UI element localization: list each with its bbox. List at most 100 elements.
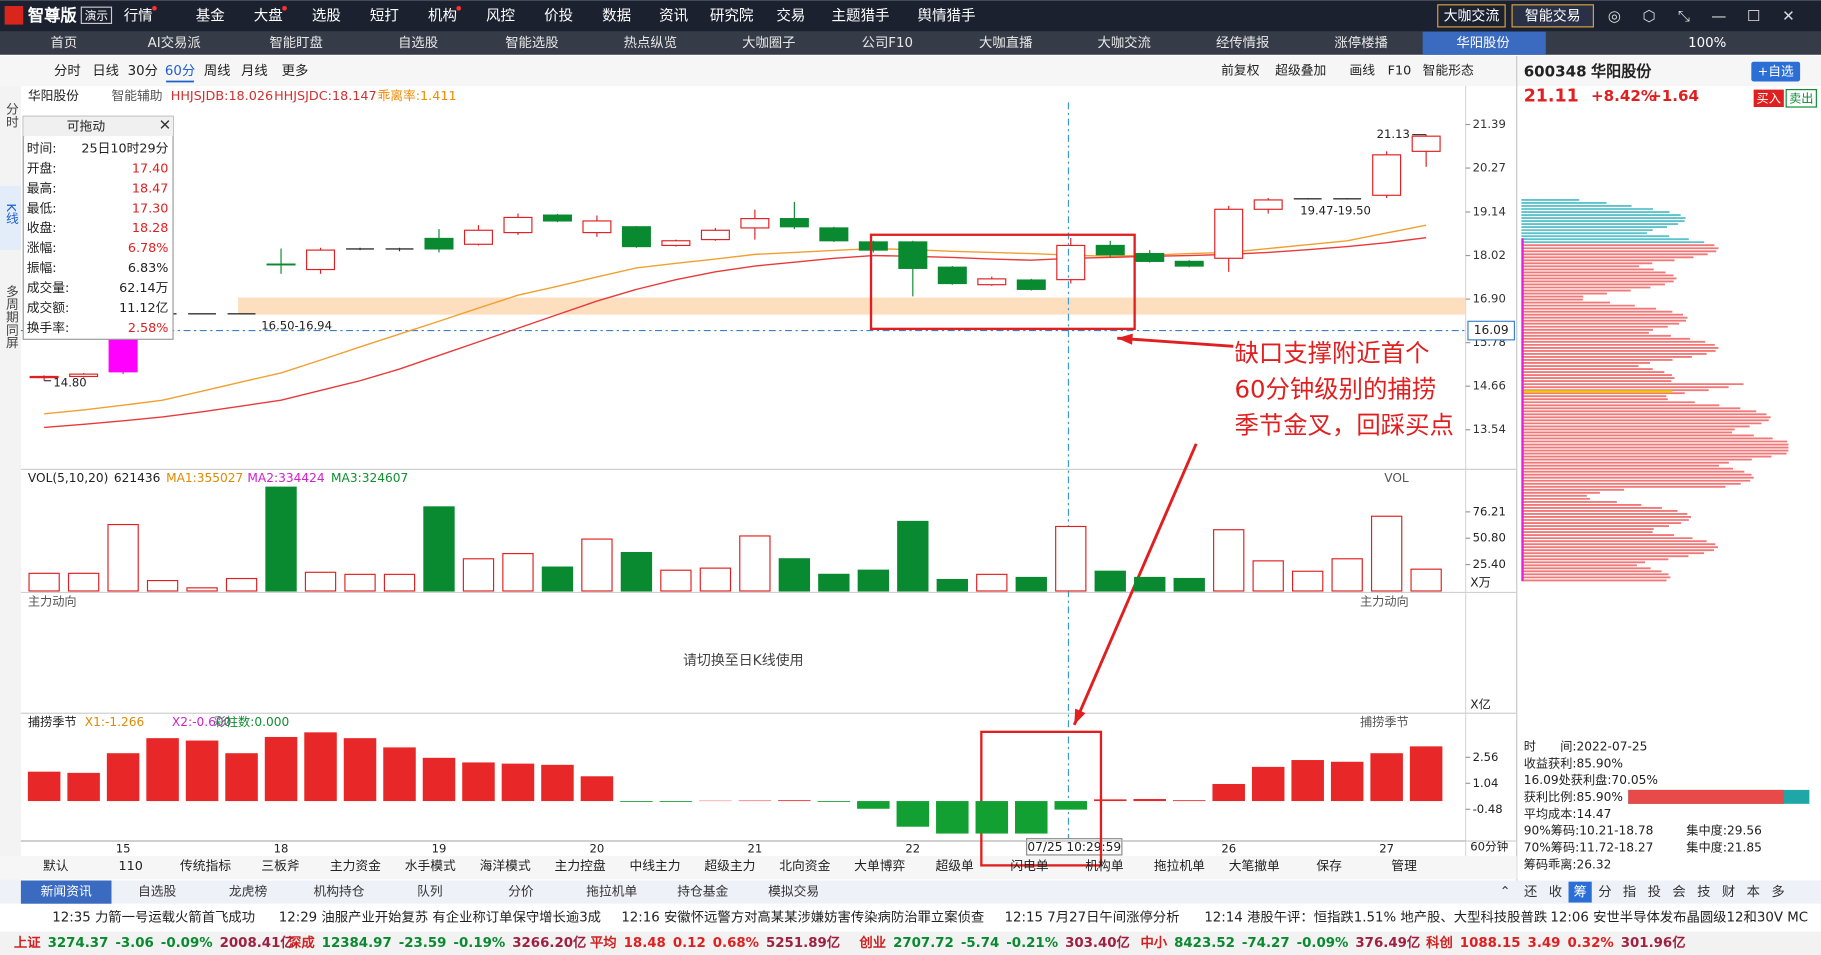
news-item[interactable]: 12:29 油服产业开始复苏 有企业称订单保守增长逾3成	[279, 909, 601, 926]
tab[interactable]: 智能选股	[505, 35, 558, 51]
window-icon[interactable]: ☐	[1747, 7, 1761, 25]
news-tab[interactable]: 队列	[417, 885, 443, 900]
side-icon[interactable]: 技	[1697, 884, 1710, 900]
top-button[interactable]	[1511, 4, 1594, 28]
tab[interactable]: 大咖交流	[1097, 34, 1150, 51]
side-icon[interactable]: 投	[1648, 884, 1661, 900]
menu-item[interactable]: 舆情猎手	[918, 7, 976, 24]
period[interactable]: 周线	[204, 63, 231, 79]
top-button[interactable]	[1437, 4, 1506, 28]
sell-label[interactable]: 卖出	[1789, 91, 1813, 105]
window-icon[interactable]: —	[1711, 7, 1726, 25]
tab[interactable]: 公司F10	[862, 36, 913, 51]
popup[interactable]	[22, 115, 174, 340]
quote-add[interactable]	[1751, 61, 1801, 82]
tab[interactable]: AI交易派	[148, 34, 201, 51]
tool[interactable]: 前复权	[1221, 63, 1260, 79]
news-tab[interactable]: 持仓基金	[677, 884, 728, 900]
tab[interactable]: 自选股	[398, 35, 438, 51]
tab[interactable]: 大咖直播	[979, 35, 1033, 51]
tool[interactable]: F10	[1388, 64, 1412, 79]
period[interactable]: 月线	[241, 63, 268, 79]
news-item[interactable]: 12:15 7月27日午间涨停分析	[1005, 909, 1180, 926]
menu-item[interactable]: 行情	[124, 7, 153, 24]
buy-button[interactable]	[1753, 89, 1784, 108]
news-tab[interactable]: 自选股	[138, 885, 177, 900]
popup-close[interactable]: ✕	[159, 116, 172, 134]
window-icon[interactable]: ◎	[1608, 7, 1621, 25]
side-icon[interactable]: 还	[1524, 884, 1537, 900]
menu-item[interactable]: 风控	[486, 7, 515, 24]
tab[interactable]: 大咖圈子	[742, 35, 795, 51]
indicator-tab[interactable]: 超级主力	[704, 859, 755, 874]
period[interactable]: 60分	[165, 63, 195, 79]
period[interactable]: 30分	[128, 63, 158, 79]
news-tab[interactable]: 拖拉机单	[586, 885, 637, 900]
news-item[interactable]: 12:14 港股午评：恒指跌1.51% 地产股、大型科技股普跌	[1204, 910, 1547, 926]
side-icon[interactable]: 多	[1771, 883, 1784, 900]
quote-add-label[interactable]: +自选	[1758, 65, 1794, 80]
indicator-tab[interactable]: 大笔撤单	[1229, 858, 1280, 874]
indicator-tab[interactable]: 传统指标	[180, 859, 231, 874]
indicator-tab[interactable]: 北向资金	[779, 858, 830, 874]
menu-item[interactable]: 主题猎手	[832, 7, 890, 24]
sell-button[interactable]	[1785, 89, 1817, 108]
tool[interactable]: 智能形态	[1423, 64, 1474, 79]
indicator-tab[interactable]: 拖拉机单	[1154, 859, 1205, 874]
top-button-label[interactable]: 大咖交流	[1444, 7, 1500, 24]
news-tab[interactable]: 龙虎榜	[229, 884, 268, 900]
menu-item[interactable]: 大盘	[254, 6, 283, 24]
indicator-tab[interactable]: 主力控盘	[555, 858, 606, 874]
indicator-tab[interactable]: 主力资金	[330, 858, 381, 874]
buy-label[interactable]: 买入	[1757, 91, 1781, 105]
tool[interactable]: 超级叠加	[1275, 64, 1326, 79]
menu-item[interactable]: 资讯	[659, 7, 688, 24]
tab[interactable]: 涨停楼播	[1334, 34, 1388, 51]
indicator-tab[interactable]: 三板斧	[261, 859, 300, 874]
indicator-tab[interactable]: 大单博弈	[854, 858, 905, 874]
indicator-tab[interactable]: 机构单	[1085, 859, 1124, 874]
menu-item[interactable]: 选股	[312, 7, 341, 24]
menu-item[interactable]: 价投	[544, 7, 573, 24]
indicator-tab[interactable]: 水手模式	[405, 859, 456, 874]
period[interactable]: 更多	[282, 62, 309, 79]
tab[interactable]: 热点纵览	[624, 35, 677, 51]
menu-item[interactable]: 交易	[776, 6, 805, 24]
news-item[interactable]: 12:16 安徽怀远警方对高某某涉嫌妨害传染病防治罪立案侦查	[621, 909, 984, 926]
side-icon[interactable]: 财	[1722, 884, 1735, 900]
menu-item[interactable]: 数据	[602, 7, 631, 24]
indicator-tab[interactable]: 管理	[1391, 859, 1417, 874]
period[interactable]: 日线	[92, 63, 119, 79]
indicator-tab[interactable]: 闪电单	[1010, 859, 1049, 874]
news-tab[interactable]: 新闻资讯	[41, 884, 92, 900]
sidebar-item[interactable]: K线	[3, 203, 18, 225]
side-icon[interactable]: 分	[1598, 884, 1611, 900]
news-item[interactable]: 12:35 力箭一号运载火箭首飞成功	[52, 909, 255, 926]
side-icon[interactable]: 本	[1747, 884, 1760, 900]
collapse-icon[interactable]: ⌃	[1500, 885, 1511, 900]
side-icon[interactable]: 收	[1549, 884, 1562, 900]
indicator-tab[interactable]: 默认	[43, 858, 69, 874]
indicator-tab[interactable]: 中线主力	[629, 859, 680, 874]
window-icon[interactable]: ✕	[1782, 7, 1795, 25]
menu-item[interactable]: 短打	[370, 7, 399, 24]
indicator-tab[interactable]: 110	[118, 859, 142, 874]
menu-item[interactable]: 机构	[428, 7, 457, 24]
news-item[interactable]: 12:06 安世半导体发布晶圆级12和30V MC	[1550, 910, 1808, 926]
news-tab[interactable]: 模拟交易	[768, 884, 819, 900]
window-icon[interactable]: ⤡	[1678, 7, 1690, 25]
top-button-label[interactable]: 智能交易	[1525, 7, 1581, 24]
period[interactable]: 分时	[54, 63, 81, 79]
side-icon[interactable]: 指	[1623, 884, 1636, 900]
menu-item[interactable]: 基金	[196, 7, 225, 24]
menu-item[interactable]: 研究院	[710, 7, 754, 24]
news-tab[interactable]: 机构持仓	[313, 885, 364, 900]
tab[interactable]: 智能盯盘	[269, 34, 322, 51]
tool[interactable]: 画线	[1349, 64, 1375, 79]
side-icon[interactable]: 会	[1672, 884, 1685, 900]
news-tab[interactable]: 分价	[508, 885, 534, 900]
sidebar-item[interactable]: 分时	[3, 102, 18, 128]
tab[interactable]: 首页	[51, 35, 78, 51]
window-icon[interactable]: ⬡	[1643, 7, 1656, 25]
tab[interactable]: 华阳股份	[1456, 35, 1509, 51]
